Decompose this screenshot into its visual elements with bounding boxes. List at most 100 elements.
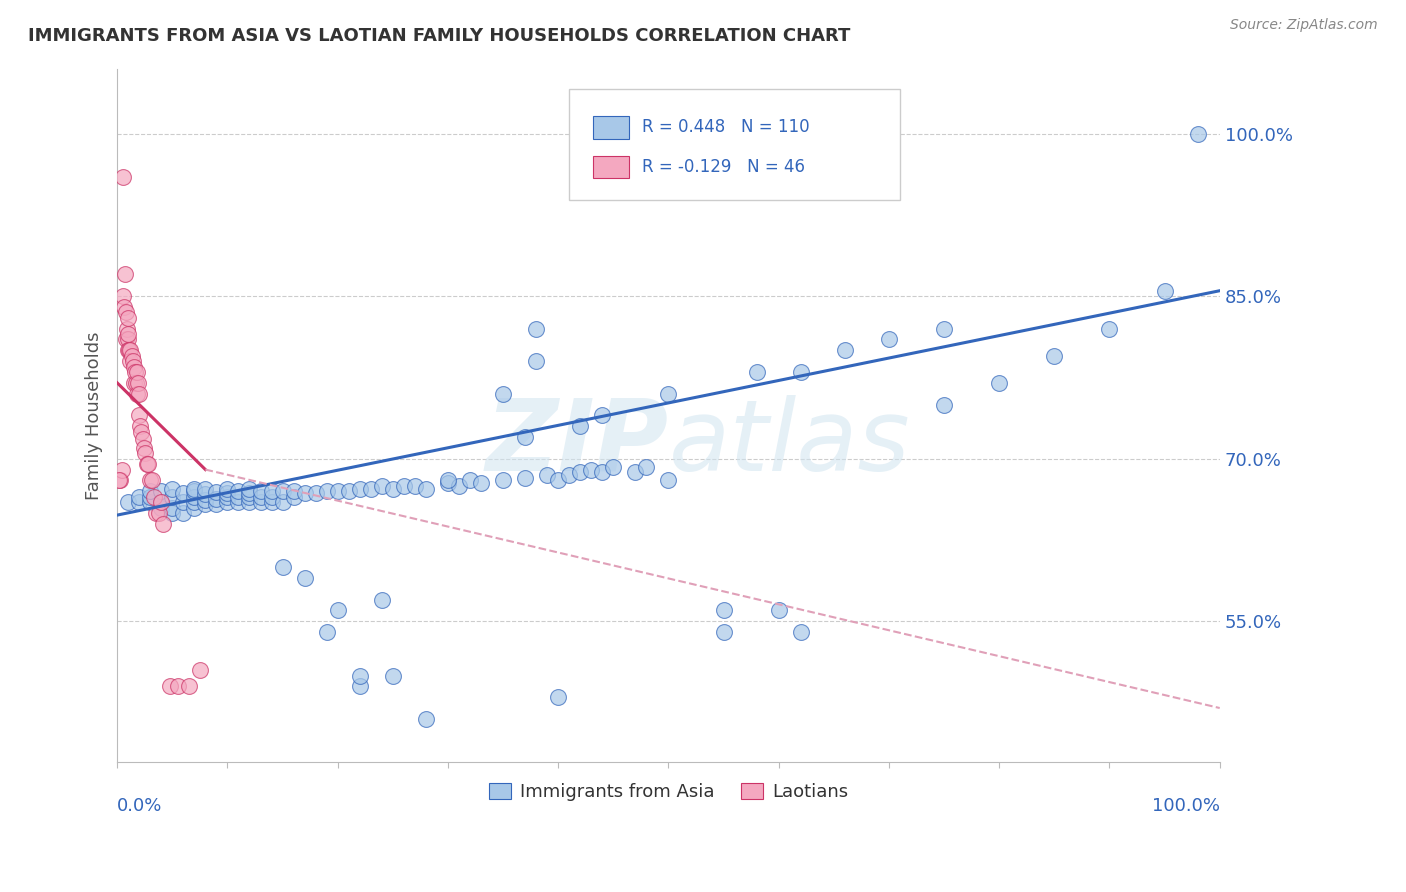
Point (125, 376, 148, 390)
Point (139, 495, 162, 509)
Point (228, 490, 250, 504)
Point (183, 484, 205, 499)
FancyBboxPatch shape (569, 89, 900, 201)
Point (790, 625, 813, 640)
Point (122, 376, 145, 390)
Point (249, 484, 271, 499)
Point (217, 490, 239, 504)
Point (1187, 127, 1209, 141)
Point (260, 495, 283, 509)
Point (1043, 349, 1066, 363)
Point (228, 484, 250, 499)
Point (139, 474, 162, 488)
Point (194, 492, 217, 507)
Point (392, 479, 415, 493)
Point (458, 474, 481, 488)
Point (437, 474, 460, 488)
Point (131, 425, 153, 439)
Point (371, 592, 394, 607)
Point (260, 490, 283, 504)
Point (128, 409, 150, 423)
Point (349, 668, 371, 682)
Point (141, 474, 163, 488)
Point (183, 482, 205, 496)
Point (122, 359, 145, 374)
Point (117, 310, 139, 325)
Point (217, 486, 239, 500)
Point (558, 467, 581, 482)
Point (877, 333, 900, 347)
Point (569, 465, 592, 479)
Point (134, 446, 156, 460)
Text: 100.0%: 100.0% (1152, 797, 1220, 815)
Point (205, 485, 228, 500)
Point (581, 462, 603, 476)
Point (624, 465, 647, 479)
Point (569, 419, 592, 434)
Point (745, 365, 768, 379)
Point (118, 343, 141, 358)
Point (271, 560, 294, 574)
Point (271, 484, 294, 499)
Point (591, 465, 613, 479)
Point (713, 603, 735, 617)
Point (834, 343, 856, 358)
Point (932, 321, 955, 335)
Point (172, 486, 194, 500)
Point (117, 327, 139, 342)
Point (315, 625, 337, 640)
Point (513, 430, 536, 444)
Text: R = 0.448   N = 110: R = 0.448 N = 110 (643, 119, 810, 136)
Text: 0.0%: 0.0% (117, 797, 163, 815)
Point (194, 482, 217, 496)
Point (115, 333, 138, 347)
Point (150, 495, 173, 509)
Point (1153, 284, 1175, 298)
Point (447, 479, 470, 493)
Point (125, 386, 148, 401)
Point (1098, 321, 1121, 335)
Point (988, 376, 1011, 390)
Point (110, 462, 132, 476)
Point (194, 487, 217, 501)
Point (238, 486, 260, 500)
Point (932, 398, 955, 412)
Text: atlas: atlas (668, 394, 910, 491)
Point (326, 484, 349, 499)
Point (513, 471, 536, 485)
Point (108, 474, 131, 488)
Point (142, 490, 165, 504)
Point (125, 365, 148, 379)
Point (183, 500, 205, 515)
Point (115, 321, 138, 335)
Point (304, 486, 326, 500)
Point (271, 495, 294, 509)
Point (159, 679, 181, 693)
Point (117, 333, 139, 347)
Point (129, 419, 152, 434)
Point (415, 482, 437, 496)
Point (536, 467, 558, 482)
Text: IMMIGRANTS FROM ASIA VS LAOTIAN FAMILY HOUSEHOLDS CORRELATION CHART: IMMIGRANTS FROM ASIA VS LAOTIAN FAMILY H… (28, 27, 851, 45)
Text: ZIP: ZIP (485, 394, 668, 491)
Bar (593, 116, 628, 138)
Point (166, 679, 188, 693)
Point (437, 475, 460, 490)
Point (657, 474, 679, 488)
Point (131, 432, 153, 446)
Point (360, 482, 382, 496)
Point (657, 386, 679, 401)
Point (238, 482, 260, 496)
Point (371, 479, 394, 493)
Point (713, 625, 735, 640)
Point (150, 500, 173, 515)
Point (238, 490, 260, 504)
Point (172, 506, 194, 520)
Point (547, 474, 569, 488)
Point (110, 474, 132, 488)
Point (381, 482, 404, 496)
Point (381, 668, 404, 682)
Point (492, 474, 515, 488)
Point (524, 321, 547, 335)
Point (120, 343, 142, 358)
